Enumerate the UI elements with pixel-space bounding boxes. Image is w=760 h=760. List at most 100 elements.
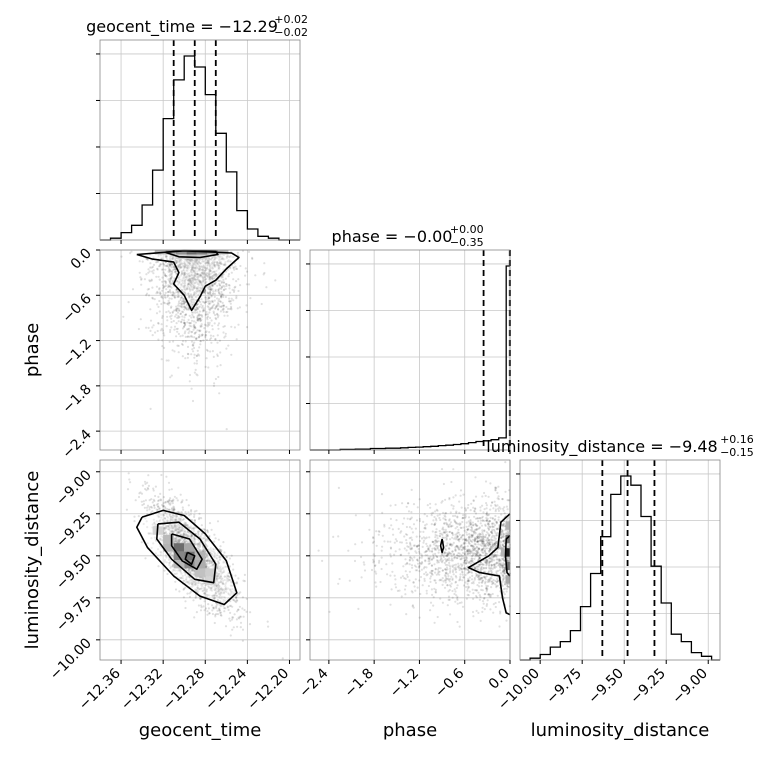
scatter-point [164, 296, 167, 299]
scatter-point [438, 570, 441, 573]
scatter-point [444, 498, 447, 501]
scatter-point [167, 265, 170, 268]
scatter-point [179, 297, 183, 300]
scatter-point [170, 276, 173, 280]
scatter-point [179, 263, 182, 266]
scatter-point [217, 562, 220, 565]
scatter-point [169, 526, 172, 529]
scatter-point [196, 306, 199, 309]
scatter-point [197, 548, 200, 551]
scatter-point [185, 263, 188, 266]
scatter-point [191, 277, 194, 280]
scatter-point [194, 286, 197, 289]
scatter-point [238, 605, 241, 608]
scatter-point [237, 289, 240, 293]
scatter-point [206, 261, 209, 264]
scatter-point [213, 263, 216, 266]
scatter-point [213, 555, 216, 558]
scatter-point [170, 286, 173, 289]
scatter-point [171, 310, 174, 313]
scatter-point [216, 341, 219, 344]
scatter-point [173, 529, 176, 532]
scatter-point [205, 324, 208, 327]
scatter-point [188, 262, 191, 265]
scatter-point [167, 270, 170, 273]
scatter-point [198, 310, 201, 313]
scatter-point [211, 299, 214, 302]
scatter-point [188, 279, 191, 282]
scatter-point [222, 331, 225, 334]
scatter-point [140, 283, 143, 286]
scatter-point [214, 338, 217, 341]
scatter-point [175, 291, 178, 294]
scatter-point [168, 269, 171, 272]
scatter-point [201, 333, 204, 336]
scatter-point [192, 263, 196, 266]
scatter-point [200, 287, 203, 290]
scatter-point [188, 579, 191, 582]
scatter-point [228, 579, 232, 582]
scatter-point [462, 514, 465, 517]
scatter-point [189, 322, 193, 325]
scatter-point [235, 596, 238, 599]
scatter-point [208, 264, 211, 267]
scatter-point [169, 515, 172, 518]
scatter-point [201, 270, 204, 273]
scatter-point [180, 271, 184, 275]
scatter-point [174, 518, 178, 522]
scatter-point [181, 574, 184, 578]
scatter-point [153, 506, 156, 509]
scatter-point [177, 510, 180, 513]
scatter-point [181, 310, 184, 313]
scatter-point [196, 584, 199, 587]
scatter-point [187, 292, 190, 295]
scatter-point [176, 327, 179, 330]
scatter-point [196, 316, 199, 319]
scatter-point [181, 300, 184, 303]
scatter-point [178, 267, 182, 270]
scatter-point [182, 284, 185, 287]
scatter-point [221, 308, 224, 311]
scatter-point [213, 596, 216, 599]
scatter-point [149, 319, 153, 322]
scatter-point [169, 270, 172, 273]
scatter-point [232, 568, 235, 571]
scatter-point [179, 530, 182, 533]
scatter-point [169, 264, 172, 267]
scatter-point [218, 255, 222, 258]
scatter-point [219, 364, 222, 367]
scatter-point [228, 579, 231, 582]
scatter-point [180, 259, 183, 262]
scatter-point [174, 270, 177, 273]
scatter-point [214, 605, 217, 608]
scatter-point [227, 592, 230, 595]
scatter-point [184, 586, 187, 589]
scatter-point [198, 318, 201, 321]
scatter-point [188, 514, 191, 517]
scatter-point [183, 321, 186, 324]
scatter-point [195, 266, 198, 269]
scatter-point [171, 530, 174, 533]
scatter-point [163, 517, 166, 520]
scatter-point [223, 610, 226, 613]
scatter-point [187, 353, 190, 356]
scatter-point [496, 550, 499, 554]
scatter-point [199, 280, 202, 283]
scatter-point [193, 261, 196, 264]
scatter-point [186, 272, 189, 275]
scatter-point [175, 497, 178, 500]
scatter-point [187, 279, 190, 282]
scatter-point [169, 306, 173, 309]
scatter-point [193, 353, 196, 356]
scatter-point [166, 302, 169, 305]
scatter-point [151, 296, 154, 299]
scatter-point [188, 314, 191, 317]
scatter-point [497, 509, 500, 512]
scatter-point [207, 268, 210, 271]
scatter-point [230, 305, 233, 308]
scatter-point [220, 568, 223, 572]
scatter-point [180, 321, 183, 324]
scatter-point [215, 273, 218, 276]
scatter-point [218, 573, 221, 576]
scatter-point [183, 319, 186, 322]
